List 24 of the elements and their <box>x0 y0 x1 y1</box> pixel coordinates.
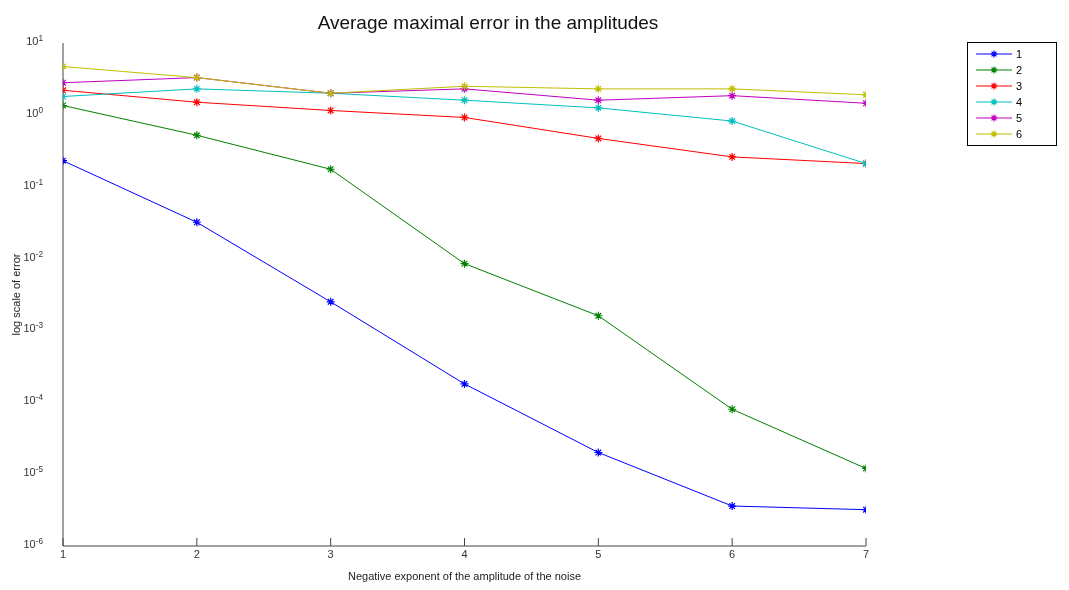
legend-label: 6 <box>1016 128 1023 140</box>
y-tick-label: 10$^{-2}$ <box>23 249 44 263</box>
legend-label: 2 <box>1016 64 1023 76</box>
x-tick-label: 3 <box>327 547 334 560</box>
y-tick-label: 10$^{-6}$ <box>23 536 44 550</box>
y-tick-label: 10$^{-4}$ <box>23 392 44 407</box>
y-tick-label: 10$^{-5}$ <box>23 464 44 479</box>
y-axis-title: log scale of error <box>9 253 22 336</box>
legend-label: 4 <box>1016 96 1023 108</box>
x-tick-label: 4 <box>461 547 468 560</box>
x-axis-title: Negative exponent of the amplitude of the noise <box>348 570 581 582</box>
x-tick-label: 7 <box>862 547 870 560</box>
x-tick-label: 2 <box>193 547 200 560</box>
y-tick-label: 10$^{1}$ <box>26 33 44 47</box>
legend-label: 5 <box>1016 112 1023 124</box>
x-tick-label: 5 <box>595 547 602 560</box>
y-tick-label: 10$^{-1}$ <box>23 177 44 191</box>
chart-title: Average maximal error in the amplitudes <box>316 12 660 34</box>
legend-label: 3 <box>1016 80 1023 92</box>
x-tick-label: 1 <box>59 547 67 560</box>
y-tick-label: 10$^{0}$ <box>26 105 44 119</box>
x-tick-label: 6 <box>729 547 736 560</box>
y-tick-label: 10$^{-3}$ <box>23 320 44 335</box>
legend-label: 1 <box>1016 48 1023 60</box>
